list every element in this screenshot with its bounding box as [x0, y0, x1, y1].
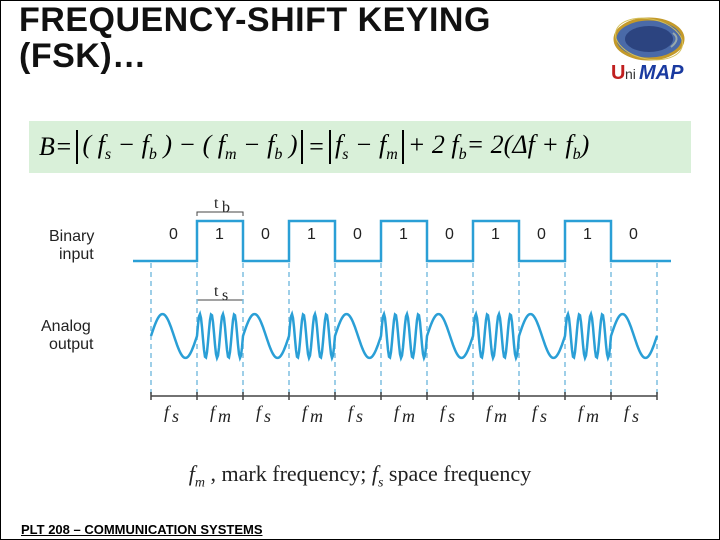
svg-text:0: 0: [353, 226, 362, 243]
svg-text:t: t: [214, 196, 219, 212]
svg-text:output: output: [49, 336, 94, 353]
footer-text: PLT 208 – COMMUNICATION SYSTEMS: [21, 522, 263, 537]
svg-text:1: 1: [583, 226, 592, 243]
svg-text:f: f: [164, 402, 172, 422]
svg-text:U: U: [611, 62, 625, 84]
svg-text:0: 0: [169, 226, 178, 243]
svg-text:f: f: [578, 402, 586, 422]
svg-text:1: 1: [399, 226, 408, 243]
svg-text:0: 0: [537, 226, 546, 243]
svg-text:b: b: [222, 199, 230, 216]
formula-box: B = ( fs − fb ) − ( fm − fb ) = fs − fm …: [29, 121, 691, 173]
legend-space-text: space frequency: [383, 461, 531, 486]
svg-text:f: f: [256, 402, 264, 422]
svg-text:0: 0: [629, 226, 638, 243]
svg-text:t: t: [214, 283, 219, 300]
svg-text:m: m: [310, 406, 323, 426]
svg-text:s: s: [448, 406, 455, 426]
svg-text:input: input: [59, 246, 94, 263]
svg-text:ni: ni: [625, 66, 636, 82]
fsk-diagram: BinaryinputAnalogoutputtbts01010101010fs…: [41, 196, 681, 456]
logo: U ni MAP: [603, 13, 695, 85]
title-line1: FREQUENCY-SHIFT KEYING: [19, 1, 491, 39]
svg-text:s: s: [632, 406, 639, 426]
slide-title: FREQUENCY-SHIFT KEYING (FSK)…: [19, 3, 491, 74]
svg-text:s: s: [172, 406, 179, 426]
svg-text:f: f: [440, 402, 448, 422]
legend-mark-text: , mark frequency;: [205, 461, 372, 486]
svg-text:m: m: [586, 406, 599, 426]
svg-text:f: f: [302, 402, 310, 422]
svg-text:s: s: [264, 406, 271, 426]
svg-text:m: m: [402, 406, 415, 426]
legend-fm: fm: [189, 461, 205, 486]
svg-text:f: f: [624, 402, 632, 422]
svg-text:s: s: [540, 406, 547, 426]
svg-text:1: 1: [491, 226, 500, 243]
svg-text:f: f: [210, 402, 218, 422]
svg-text:f: f: [348, 402, 356, 422]
legend-fs: fs: [372, 461, 384, 486]
svg-text:f: f: [486, 402, 494, 422]
svg-text:MAP: MAP: [639, 62, 684, 84]
svg-text:Binary: Binary: [49, 228, 94, 245]
svg-text:0: 0: [445, 226, 454, 243]
svg-text:1: 1: [215, 226, 224, 243]
svg-text:f: f: [394, 402, 402, 422]
svg-text:Analog: Analog: [41, 318, 91, 335]
svg-text:m: m: [494, 406, 507, 426]
legend: fm , mark frequency; fs space frequency: [1, 461, 719, 491]
svg-text:m: m: [218, 406, 231, 426]
svg-text:s: s: [222, 287, 228, 304]
svg-text:s: s: [356, 406, 363, 426]
title-line2: (FSK)…: [19, 37, 147, 75]
svg-text:0: 0: [261, 226, 270, 243]
svg-text:f: f: [532, 402, 540, 422]
svg-text:1: 1: [307, 226, 316, 243]
